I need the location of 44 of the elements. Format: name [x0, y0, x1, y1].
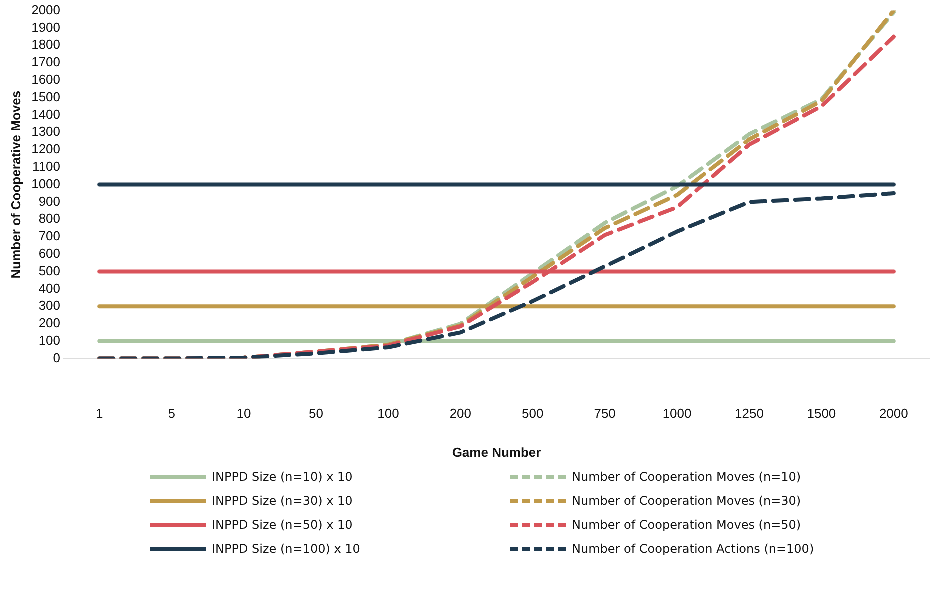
x-tick-label: 200: [450, 406, 472, 422]
x-tick-label: 5: [168, 406, 176, 422]
y-tick-label: 200: [38, 316, 61, 331]
y-axis-title: Number of Cooperative Moves: [8, 90, 24, 279]
y-tick-label: 100: [38, 332, 61, 348]
y-tick-label: 400: [38, 280, 61, 296]
y-tick-label: 500: [38, 263, 61, 278]
legend-label: INPPD Size (n=100) x 10: [212, 542, 360, 556]
x-tick-label: 50: [309, 406, 324, 422]
y-tick-label: 300: [38, 298, 61, 314]
y-tick-label: 1200: [32, 142, 61, 157]
legend-label: Number of Cooperation Moves (n=10): [572, 470, 802, 484]
legend-label: Number of Cooperation Moves (n=50): [572, 518, 802, 532]
y-tick-label: 1500: [32, 89, 61, 104]
x-tick-label: 1250: [735, 406, 764, 422]
y-tick-label: 1800: [32, 37, 61, 52]
x-tick-label: 1000: [662, 406, 692, 422]
y-tick-label: 600: [38, 246, 61, 261]
y-tick-label: 900: [38, 194, 61, 209]
x-tick-label: 100: [378, 406, 400, 422]
x-tick-label: 2000: [879, 406, 908, 422]
legend-label: INPPD Size (n=10) x 10: [212, 470, 353, 484]
x-tick-label: 750: [594, 406, 616, 422]
legend-label: Number of Cooperation Moves (n=30): [572, 494, 802, 508]
y-tick-label: 1600: [32, 72, 61, 87]
legend-label: INPPD Size (n=50) x 10: [212, 518, 353, 532]
y-tick-label: 0: [53, 350, 61, 366]
y-tick-label: 700: [38, 228, 61, 244]
x-tick-label: 1500: [807, 406, 836, 422]
y-tick-label: 1000: [32, 176, 61, 192]
x-tick-label: 500: [522, 406, 544, 422]
legend-label: Number of Cooperation Actions (n=100): [572, 542, 814, 556]
y-tick-label: 1300: [32, 124, 61, 140]
x-tick-label: 1: [96, 406, 104, 422]
y-tick-label: 1400: [32, 106, 61, 122]
x-axis-title: Game Number: [452, 444, 542, 460]
x-tick-label: 10: [236, 406, 252, 422]
y-tick-label: 1700: [32, 54, 61, 70]
y-tick-label: 1900: [32, 20, 61, 35]
line-series: [98, 192, 896, 359]
y-tick-label: 2000: [32, 2, 61, 18]
legend-label: INPPD Size (n=30) x 10: [212, 494, 353, 508]
y-tick-label: 1100: [32, 158, 61, 174]
y-tick-label: 800: [38, 211, 61, 226]
